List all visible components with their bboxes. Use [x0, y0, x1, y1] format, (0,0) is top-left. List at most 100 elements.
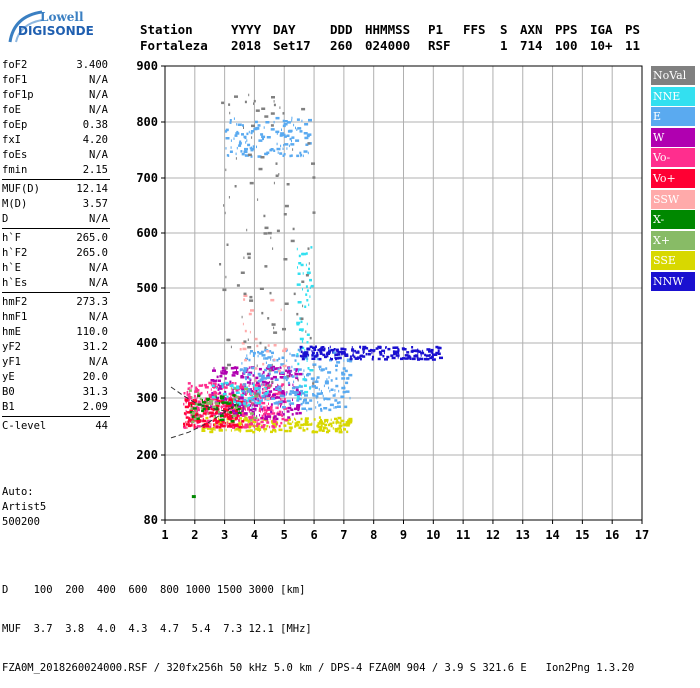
- echo-point-e: [336, 401, 339, 405]
- echo-point-sse: [233, 418, 236, 421]
- echo-point-x-: [199, 397, 202, 401]
- echo-point-nne: [247, 403, 250, 406]
- echo-point-vo-: [272, 418, 276, 422]
- echo-point-w: [296, 404, 301, 407]
- echo-point-e: [243, 367, 248, 370]
- legend-noval: NoVal: [651, 66, 695, 85]
- echo-point-sse: [320, 425, 323, 428]
- echo-point-e: [348, 373, 353, 377]
- echo-point-e: [271, 355, 273, 358]
- echo-point-e: [244, 404, 249, 408]
- echo-point-nne: [306, 299, 309, 302]
- echo-point-sse: [332, 421, 335, 424]
- echo-point-noval: [246, 228, 248, 232]
- echo-point-sse: [339, 421, 342, 425]
- echo-point-e: [265, 152, 267, 156]
- echo-point-e: [306, 134, 310, 138]
- echo-point-nnw: [393, 352, 395, 356]
- echo-point-e: [244, 376, 247, 379]
- echo-point-nnw: [359, 345, 362, 349]
- echo-point-vo-: [219, 423, 223, 426]
- echo-point-e: [261, 395, 266, 398]
- echo-point-nne: [310, 246, 313, 249]
- echo-point-sse: [336, 419, 339, 422]
- legend-nne: NNE: [651, 86, 695, 106]
- echo-point-ssw: [242, 322, 244, 326]
- echo-point-w: [246, 389, 248, 393]
- echo-point-vo-: [227, 425, 229, 428]
- param-value: N/A: [89, 89, 108, 101]
- echo-point-sse: [316, 430, 319, 434]
- echo-point-sse: [266, 424, 269, 428]
- echo-point-noval: [234, 185, 237, 188]
- echo-point-e: [344, 386, 346, 390]
- param-value: N/A: [89, 356, 108, 368]
- echo-point-e: [334, 389, 336, 392]
- echo-point-vo-: [185, 416, 189, 419]
- echo-point-ssw: [243, 298, 246, 301]
- echo-point-noval: [227, 338, 229, 342]
- x-tick-label: 5: [281, 528, 288, 542]
- echo-point-w: [286, 391, 288, 394]
- echo-point-e: [295, 126, 296, 130]
- echo-point-w: [243, 412, 248, 415]
- autoscaling-info: Auto: Artist5 500200: [2, 485, 46, 530]
- echo-point-nne: [306, 333, 310, 336]
- echo-point-vo-: [266, 412, 271, 416]
- echo-point-e: [278, 400, 283, 404]
- echo-point-e: [246, 139, 248, 142]
- echo-point-nnw: [322, 348, 326, 352]
- echo-point-vo-: [253, 392, 257, 395]
- echo-point-sse: [252, 424, 255, 428]
- echo-point-e: [296, 118, 300, 121]
- echo-point-e: [294, 359, 297, 362]
- echo-point-sse: [326, 430, 329, 434]
- echo-point-w: [249, 408, 253, 412]
- echo-point-vo-: [191, 417, 196, 420]
- echo-point-vo-: [232, 423, 237, 427]
- header-value-4: 024000: [365, 38, 411, 53]
- echo-point-e: [317, 401, 319, 404]
- echo-point-e: [316, 378, 318, 381]
- echo-point-vo-: [258, 409, 261, 412]
- echo-point-nnw: [321, 346, 325, 349]
- echo-point-e: [250, 147, 255, 151]
- echo-point-sse: [343, 428, 346, 431]
- echo-point-e: [250, 130, 254, 133]
- echo-point-e: [281, 406, 286, 409]
- echo-point-e: [288, 402, 290, 406]
- legend-vo-: Vo+: [651, 168, 695, 188]
- echo-point-w: [261, 416, 264, 420]
- echo-point-nnw: [411, 357, 416, 361]
- echo-point-ssw: [267, 344, 270, 347]
- echo-point-e: [257, 351, 260, 354]
- echo-point-ssw: [241, 342, 245, 345]
- echo-point-sse: [294, 425, 297, 428]
- echo-point-x-: [196, 409, 197, 413]
- echo-point-vo-: [183, 425, 185, 429]
- echo-point-vo-: [212, 419, 215, 422]
- echo-point-vo-: [277, 383, 279, 387]
- echo-point-sse: [302, 427, 304, 430]
- echo-point-vo-: [261, 401, 266, 405]
- echo-point-noval: [247, 153, 252, 157]
- echo-point-e: [332, 394, 336, 397]
- echo-point-vo-: [252, 387, 255, 391]
- echo-point-e: [296, 399, 300, 402]
- echo-point-w: [236, 369, 237, 372]
- echo-point-e: [330, 388, 334, 391]
- echo-point-e: [335, 384, 339, 388]
- echo-point-e: [309, 399, 313, 402]
- echo-point-nnw: [360, 354, 364, 357]
- echo-point-vo-: [271, 412, 273, 415]
- echo-point-w: [266, 381, 270, 385]
- param-separator: [2, 228, 110, 229]
- echo-point-e: [290, 370, 292, 373]
- echo-point-w: [275, 417, 279, 421]
- echo-point-sse: [257, 427, 260, 431]
- echo-point-e: [277, 403, 279, 407]
- echo-point-w: [223, 398, 227, 401]
- echo-point-ssw: [283, 347, 288, 351]
- param-row: hmF1 N/A: [2, 310, 110, 325]
- echo-point-nnw: [362, 355, 366, 358]
